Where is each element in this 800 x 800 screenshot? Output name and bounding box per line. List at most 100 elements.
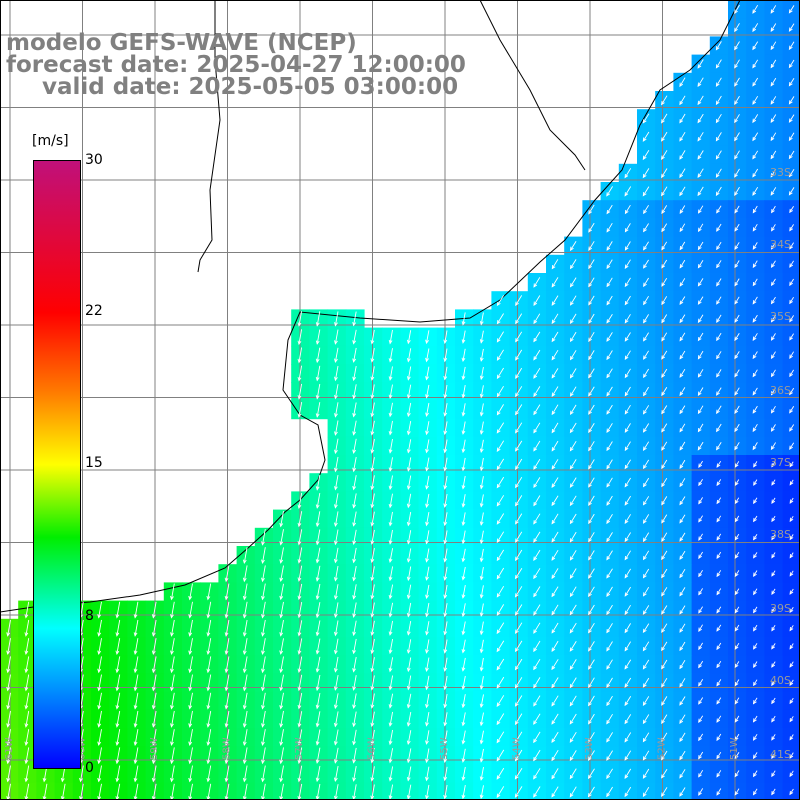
wind-arrow (370, 402, 375, 418)
wind-arrow (261, 747, 266, 765)
wind-arrow (461, 675, 466, 691)
wind-arrow (533, 768, 541, 780)
wind-arrow (297, 511, 303, 528)
wind-arrow (406, 348, 412, 363)
wind-arrow (352, 656, 357, 673)
wind-arrow (551, 349, 559, 361)
wind-arrow (388, 475, 393, 491)
wind-arrow (461, 457, 466, 472)
wind-arrow (315, 638, 321, 655)
wind-arrow (533, 404, 541, 416)
wind-arrow (606, 459, 613, 470)
wind-arrow (425, 730, 430, 745)
wind-arrow (496, 476, 505, 489)
wind-arrow (661, 314, 668, 324)
wind-arrow (115, 729, 121, 747)
wind-arrow (716, 479, 722, 487)
wind-arrow (698, 515, 703, 523)
forecast-date: forecast date: 2025-04-27 12:00:00 (6, 52, 466, 78)
wind-arrow (370, 475, 375, 491)
wind-arrow (569, 440, 577, 452)
wind-arrow (515, 331, 523, 343)
wind-arrow (370, 548, 375, 564)
wind-arrow (661, 332, 668, 342)
wind-arrow (352, 329, 357, 345)
wind-arrow (661, 131, 668, 142)
wind-arrow (551, 731, 559, 743)
wind-arrow (569, 495, 577, 507)
wind-arrow (770, 77, 777, 87)
wind-arrow (97, 674, 102, 692)
wind-arrow (533, 331, 541, 343)
wind-arrow (789, 661, 794, 668)
wind-arrow (771, 515, 776, 523)
wind-arrow (643, 386, 649, 397)
wind-arrow (588, 532, 595, 543)
wind-arrow (770, 369, 776, 378)
wind-arrow (551, 586, 559, 598)
wind-arrow (479, 330, 484, 344)
wind-arrow (443, 330, 448, 345)
wind-arrow (515, 440, 523, 452)
wind-arrow (479, 676, 484, 690)
wind-arrow (770, 168, 777, 178)
wind-arrow (97, 729, 102, 747)
wind-arrow (515, 386, 523, 398)
wind-arrow (661, 605, 668, 615)
wind-arrow (770, 387, 776, 396)
wind-arrow (479, 639, 484, 654)
wind-arrow (716, 770, 722, 778)
wind-arrow (642, 696, 650, 706)
wind-arrow (715, 186, 722, 197)
wind-arrow (370, 748, 375, 764)
wind-arrow (679, 750, 686, 761)
wind-arrow (97, 638, 102, 656)
wind-arrow (443, 621, 448, 636)
wind-arrow (734, 770, 740, 778)
wind-arrow (279, 529, 284, 546)
wind-arrow (315, 474, 321, 491)
wind-arrow (587, 786, 595, 798)
wind-arrow (370, 511, 375, 527)
wind-arrow (643, 350, 649, 360)
wind-arrow (752, 351, 758, 360)
wind-arrow (224, 747, 230, 765)
wind-arrow (770, 23, 777, 32)
wind-arrow (734, 551, 740, 559)
wind-arrow (661, 259, 668, 269)
wind-arrow (588, 477, 595, 488)
wind-arrow (352, 547, 357, 564)
wind-arrow (388, 784, 394, 800)
wind-arrow (406, 366, 412, 381)
wind-arrow (569, 459, 577, 470)
wind-arrow (661, 641, 668, 652)
coast-line (0, 0, 741, 613)
wind-arrow (279, 565, 284, 583)
wind-arrow (188, 674, 193, 692)
wind-arrow (679, 131, 686, 142)
wind-arrow (753, 661, 758, 668)
wind-arrow (588, 604, 595, 616)
wind-arrow (734, 405, 740, 414)
wind-arrow (588, 713, 595, 725)
wind-arrow (642, 459, 650, 470)
wind-arrow (771, 752, 776, 759)
wind-arrow (514, 677, 523, 689)
wind-arrow (333, 638, 339, 655)
wind-arrow (789, 369, 794, 378)
wind-arrow (716, 405, 722, 415)
wind-arrow (479, 694, 484, 709)
wind-arrow (443, 712, 448, 727)
wind-arrow (514, 713, 523, 726)
wind-arrow (115, 765, 121, 783)
latitude-label: 34S (770, 238, 791, 251)
wind-arrow (679, 641, 686, 652)
wind-arrow (315, 620, 321, 637)
wind-arrow (24, 765, 30, 783)
wind-arrow (770, 405, 776, 414)
wind-arrow (370, 366, 375, 381)
wind-arrow (461, 348, 466, 363)
wind-arrow (515, 458, 523, 471)
wind-arrow (406, 621, 412, 636)
wind-arrow (624, 532, 631, 543)
